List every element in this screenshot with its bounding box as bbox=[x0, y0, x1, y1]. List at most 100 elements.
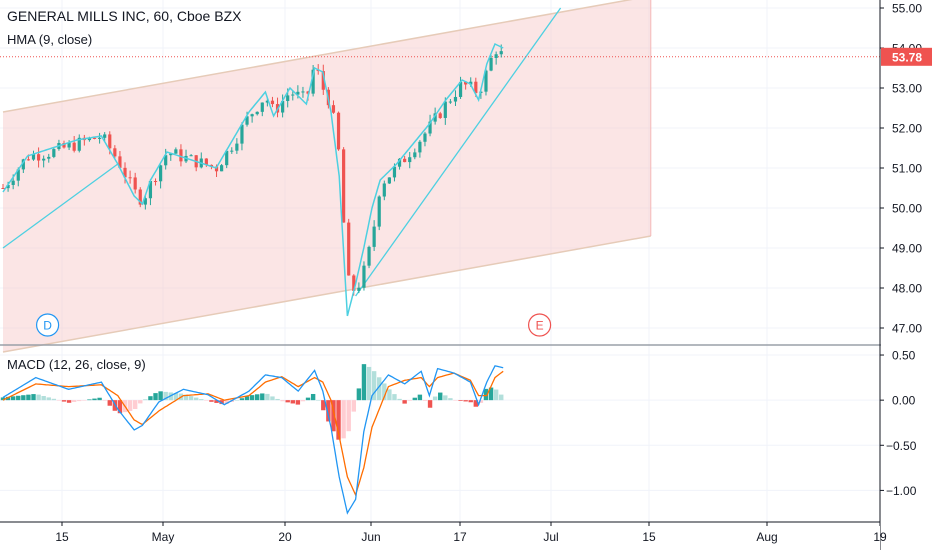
regression-channel-fill bbox=[3, 0, 651, 352]
candle-body bbox=[397, 158, 402, 167]
macd-histogram-bar bbox=[453, 400, 458, 401]
candle-body bbox=[392, 166, 397, 178]
candle-body bbox=[87, 137, 92, 141]
price-tick-label: 49.00 bbox=[892, 242, 922, 256]
macd-histogram-bar bbox=[326, 400, 331, 422]
macd-histogram-bar bbox=[10, 396, 16, 401]
earnings-marker: E bbox=[527, 313, 552, 337]
macd-histogram-bar bbox=[280, 400, 285, 402]
candle-body bbox=[403, 158, 407, 163]
macd-histogram-bar bbox=[402, 400, 407, 404]
macd-histogram-bar bbox=[483, 388, 489, 401]
candle-body bbox=[164, 155, 168, 166]
macd-histogram-bar bbox=[371, 371, 377, 401]
macd-legend[interactable]: MACD (12, 26, close, 9) bbox=[7, 357, 146, 372]
macd-histogram-bar bbox=[234, 400, 240, 401]
time-tick-label: 15 bbox=[642, 530, 656, 544]
macd-histogram-bar bbox=[407, 400, 412, 401]
candle-body bbox=[331, 105, 336, 113]
macd-histogram-bar bbox=[300, 400, 306, 402]
macd-histogram-bar bbox=[188, 396, 194, 401]
candle-body bbox=[286, 95, 290, 102]
macd-histogram-bar bbox=[153, 393, 158, 401]
candle-body bbox=[138, 189, 142, 205]
price-tick-label: 50.00 bbox=[892, 202, 922, 216]
candle-body bbox=[489, 57, 493, 71]
candle-body bbox=[235, 143, 239, 151]
candle-body bbox=[367, 246, 371, 266]
macd-histogram-bar bbox=[117, 400, 123, 414]
candle-body bbox=[92, 137, 97, 139]
candle-body bbox=[153, 180, 158, 182]
candle-body bbox=[428, 121, 432, 134]
macd-histogram-bar bbox=[331, 400, 336, 432]
dividend-marker: D bbox=[35, 313, 60, 337]
candle-body bbox=[362, 265, 366, 288]
time-tick-label: May bbox=[152, 530, 175, 544]
macd-histogram-bar bbox=[102, 400, 107, 401]
candle-body bbox=[16, 169, 20, 181]
macd-histogram-bar bbox=[163, 391, 168, 401]
macd-histogram-bar bbox=[356, 388, 362, 401]
macd-histogram-bar bbox=[26, 394, 31, 401]
macd-histogram-bar bbox=[143, 399, 148, 401]
macd-histogram-bar bbox=[239, 398, 245, 401]
candle-body bbox=[42, 158, 46, 161]
candle-body bbox=[291, 94, 295, 96]
candle-body bbox=[1, 188, 5, 189]
candle-body bbox=[494, 54, 498, 58]
macd-tick-label: 0.50 bbox=[892, 349, 916, 363]
candle-body bbox=[214, 166, 219, 172]
earnings-marker-label: E bbox=[536, 319, 544, 333]
candle-body bbox=[464, 81, 468, 85]
candle-body bbox=[357, 287, 361, 291]
macd-histogram-bar bbox=[255, 394, 260, 401]
candle-body bbox=[189, 155, 193, 157]
candle-body bbox=[352, 275, 356, 291]
price-tick-label: 53.00 bbox=[892, 82, 922, 96]
candle-body bbox=[108, 134, 112, 149]
candle-body bbox=[52, 149, 56, 157]
macd-histogram-bar bbox=[16, 395, 21, 401]
macd-histogram-bar bbox=[107, 400, 112, 406]
candle-body bbox=[260, 102, 264, 112]
candle-body bbox=[128, 177, 132, 179]
macd-histogram-bar bbox=[82, 400, 87, 401]
last-price-tag bbox=[881, 47, 932, 66]
candle-body bbox=[382, 183, 386, 197]
macd-histogram-bar bbox=[473, 400, 479, 407]
macd-histogram-bar bbox=[316, 400, 321, 401]
macd-histogram-bar bbox=[275, 398, 280, 401]
price-axis-background bbox=[881, 0, 932, 550]
macd-line bbox=[2, 365, 504, 515]
macd-histogram-bar bbox=[260, 393, 265, 401]
candle-body bbox=[433, 113, 437, 122]
time-tick-label: Jun bbox=[361, 530, 380, 544]
candle-body bbox=[474, 81, 478, 93]
symbol-title[interactable]: GENERAL MILLS INC, 60, Cboe BZX bbox=[7, 8, 242, 24]
hma-legend[interactable]: HMA (9, close) bbox=[7, 32, 93, 47]
macd-histogram-bar bbox=[468, 400, 473, 403]
macd-histogram-bar bbox=[199, 399, 204, 401]
candle-body bbox=[240, 124, 244, 144]
macd-histogram-bar bbox=[290, 400, 295, 404]
macd-histogram-bar bbox=[366, 366, 372, 401]
candle-body bbox=[103, 134, 107, 138]
macd-histogram-bar bbox=[285, 400, 290, 403]
candle-body bbox=[31, 154, 36, 160]
macd-histogram-bar bbox=[204, 400, 209, 401]
candle-body bbox=[306, 91, 310, 94]
candle-body bbox=[72, 142, 76, 151]
time-tick-label: 15 bbox=[55, 530, 69, 544]
macd-histogram-bar bbox=[422, 400, 428, 401]
candle-body bbox=[499, 51, 503, 55]
candle-body bbox=[418, 141, 422, 153]
candle-body bbox=[118, 156, 122, 168]
candle-body bbox=[321, 71, 325, 90]
macd-histogram-bar bbox=[51, 398, 57, 401]
candle-body bbox=[225, 150, 229, 166]
channel-lower-line bbox=[2, 235, 651, 353]
